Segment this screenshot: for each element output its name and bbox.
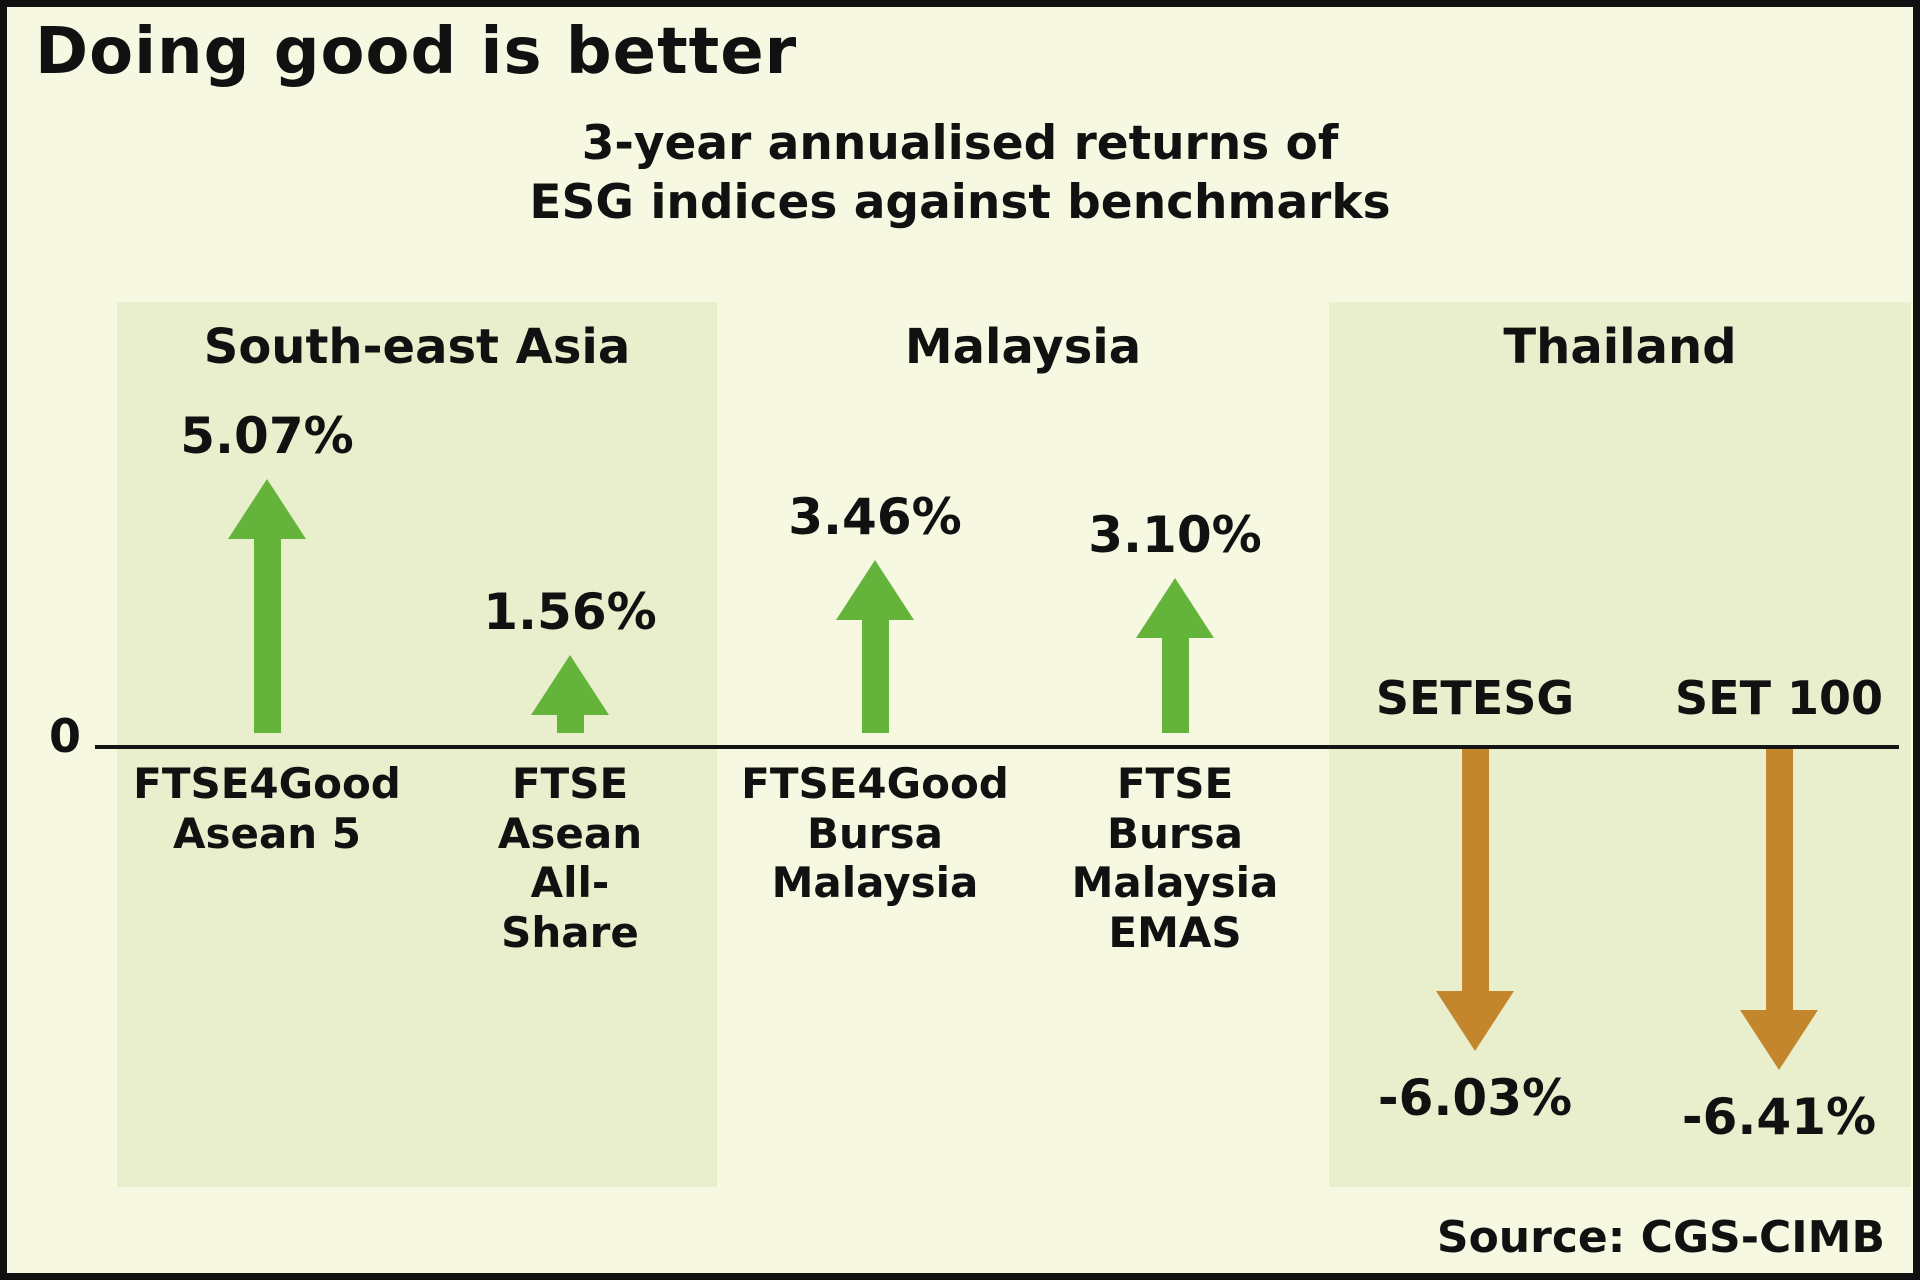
down-arrow-icon — [1436, 991, 1514, 1051]
region-label-southeast-asia: South-east Asia — [203, 319, 631, 375]
index-label-setesg: SETESG — [1375, 670, 1575, 725]
region-label-malaysia: Malaysia — [904, 319, 1142, 375]
value-label: 5.07% — [180, 407, 354, 465]
up-arrow-icon — [836, 560, 914, 620]
value-label: 1.56% — [483, 583, 657, 641]
bar-ftse4good-asean-5: 5.07% — [107, 407, 427, 733]
index-label-ftse4good-bursa-malaysia: FTSE4Good Bursa Malaysia — [741, 759, 1009, 908]
source-credit: Source: CGS-CIMB — [1436, 1212, 1885, 1263]
value-label: 3.10% — [1088, 506, 1262, 564]
up-arrow-icon — [1136, 578, 1214, 638]
value-label: -6.03% — [1377, 1069, 1573, 1127]
region-label-thailand: Thailand — [1503, 319, 1737, 375]
index-label-ftse4good-asean-5: FTSE4Good Asean 5 — [133, 759, 401, 858]
zero-axis-label: 0 — [49, 709, 82, 763]
region-band-southeast-asia — [117, 302, 717, 1187]
index-label-ftse-asean-all-share: FTSE Asean All- Share — [497, 759, 643, 957]
arrow-shaft — [1765, 749, 1793, 1010]
index-label-ftse-bursa-malaysia-emas: FTSE Bursa Malaysia EMAS — [1071, 759, 1279, 957]
bar-ftse4good-bursa-malaysia: 3.46% — [715, 488, 1035, 733]
zero-baseline — [95, 745, 1899, 749]
value-label: 3.46% — [788, 488, 962, 546]
bar-ftse-bursa-malaysia-emas: 3.10% — [1015, 506, 1335, 733]
arrow-shaft — [1461, 749, 1489, 991]
chart-subtitle: 3-year annualised returns of ESG indices… — [529, 116, 1391, 230]
value-label: -6.41% — [1681, 1088, 1877, 1146]
index-label-set-100: SET 100 — [1675, 670, 1883, 725]
arrow-shaft — [556, 715, 584, 733]
bar-set-100: -6.41% — [1619, 749, 1913, 1146]
down-arrow-icon — [1740, 1010, 1818, 1070]
arrow-shaft — [1161, 638, 1189, 733]
chart-title: Doing good is better — [35, 15, 798, 89]
arrow-shaft — [861, 620, 889, 733]
up-arrow-icon — [531, 655, 609, 715]
bar-setesg: -6.03% — [1315, 749, 1635, 1127]
arrow-shaft — [253, 539, 281, 733]
up-arrow-icon — [228, 479, 306, 539]
bar-ftse-asean-all-share: 1.56% — [410, 583, 730, 733]
